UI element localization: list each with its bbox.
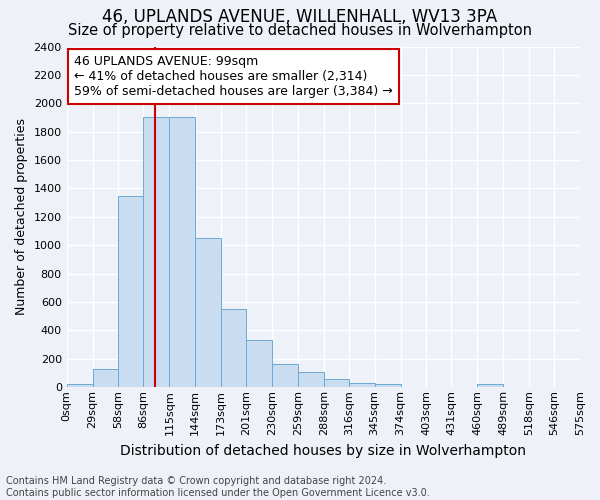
Bar <box>427 386 451 388</box>
Bar <box>195 238 221 388</box>
Text: Contains HM Land Registry data © Crown copyright and database right 2024.
Contai: Contains HM Land Registry data © Crown c… <box>6 476 430 498</box>
Text: 46, UPLANDS AVENUE, WILLENHALL, WV13 3PA: 46, UPLANDS AVENUE, WILLENHALL, WV13 3PA <box>103 8 497 26</box>
Bar <box>143 118 169 388</box>
Bar <box>67 384 92 388</box>
Y-axis label: Number of detached properties: Number of detached properties <box>15 118 28 316</box>
Bar <box>374 384 401 388</box>
Bar <box>554 386 580 388</box>
Bar <box>92 369 118 388</box>
Bar <box>349 383 374 388</box>
Bar <box>324 378 349 388</box>
Bar <box>246 340 272 388</box>
X-axis label: Distribution of detached houses by size in Wolverhampton: Distribution of detached houses by size … <box>121 444 526 458</box>
Bar <box>221 309 246 388</box>
Bar <box>298 372 324 388</box>
Bar <box>118 196 143 388</box>
Text: 46 UPLANDS AVENUE: 99sqm
← 41% of detached houses are smaller (2,314)
59% of sem: 46 UPLANDS AVENUE: 99sqm ← 41% of detach… <box>74 55 393 98</box>
Bar <box>272 364 298 388</box>
Bar <box>169 118 195 388</box>
Text: Size of property relative to detached houses in Wolverhampton: Size of property relative to detached ho… <box>68 22 532 38</box>
Bar <box>478 384 503 388</box>
